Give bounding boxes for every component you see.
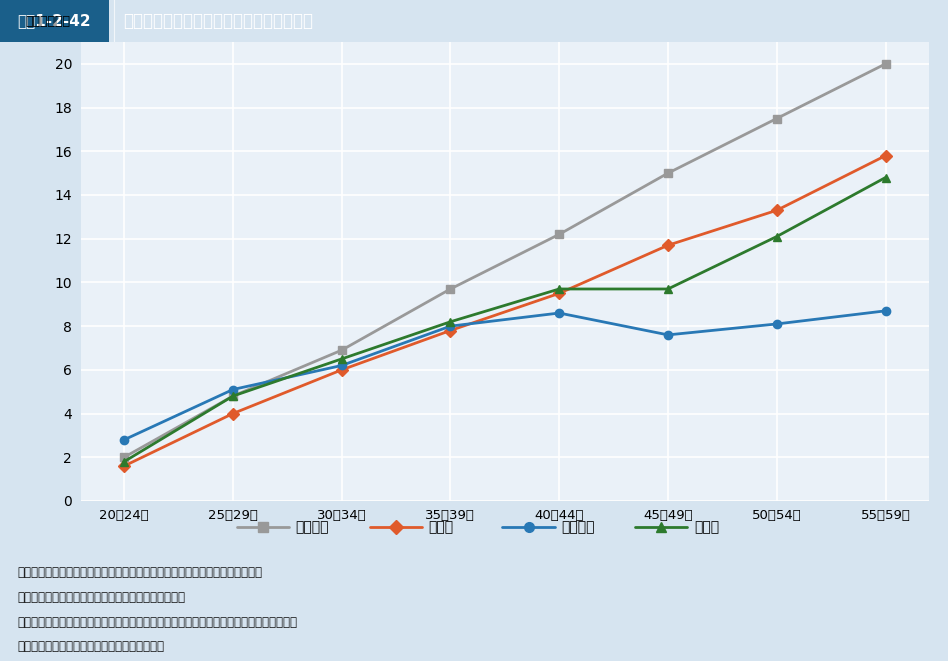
Text: 介護職員: 介護職員	[561, 520, 594, 534]
Text: 図表1-2-42: 図表1-2-42	[18, 13, 91, 28]
Text: （勤続年数）: （勤続年数）	[26, 15, 70, 28]
Text: 看護師: 看護師	[428, 520, 454, 534]
Text: 介護職員は「介護職員（医療・福祉施設等）」と「訪問介護従事者」の加重平均。: 介護職員は「介護職員（医療・福祉施設等）」と「訪問介護従事者」の加重平均。	[17, 615, 297, 629]
Text: 資料：内閣官房全世代型社会保障構築会議公的価格評価検討委員会第２回資料: 資料：内閣官房全世代型社会保障構築会議公的価格評価検討委員会第２回資料	[17, 566, 262, 579]
Text: 全産業計: 全産業計	[296, 520, 329, 534]
Text: 保育士: 保育士	[694, 520, 720, 534]
Text: 職種別の平均勤続年数（職種別、年齢別）: 職種別の平均勤続年数（職種別、年齢別）	[123, 12, 313, 30]
Bar	[0, 0, 109, 42]
Text: （注）　上記は、同調査のうち、一般労働者の数値。: （注） 上記は、同調査のうち、一般労働者の数値。	[17, 591, 185, 603]
Text: 上記の数値は、それぞれ役職者を含む。: 上記の数値は、それぞれ役職者を含む。	[17, 641, 164, 654]
